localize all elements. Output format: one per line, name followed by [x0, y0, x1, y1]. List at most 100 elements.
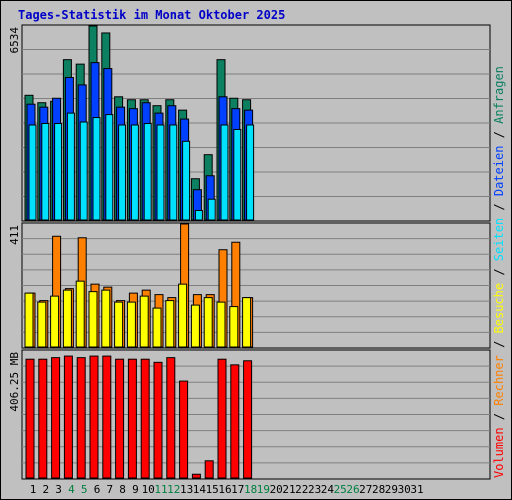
x-tick-label: 7	[106, 483, 113, 496]
bar-seiten-day-10	[143, 123, 152, 221]
bar-besuche-day-2	[37, 301, 47, 348]
bar-seiten-day-16	[220, 124, 229, 221]
bar-volumen-day-2	[38, 358, 48, 479]
legend-separator: /	[492, 333, 506, 355]
legend: Volumen / Rechner / Besuche / Seiten / D…	[492, 66, 506, 478]
x-tick-label: 5	[81, 483, 88, 496]
x-tick-label: 10	[142, 483, 155, 496]
x-tick-label: 23	[308, 483, 321, 496]
bar-besuche-day-1	[24, 292, 34, 348]
x-tick-label: 24	[321, 483, 335, 496]
bar-seiten-day-5	[79, 121, 88, 221]
bar-besuche-day-9	[126, 301, 136, 348]
bar-seiten-day-4	[66, 112, 75, 221]
x-tick-label: 14	[193, 483, 207, 496]
x-tick-label: 8	[119, 483, 126, 496]
chart-title: Tages-Statistik im Monat Oktober 2025	[18, 8, 286, 22]
bar-seiten-day-9	[130, 124, 139, 221]
bar-volumen-day-4	[63, 355, 73, 479]
bar-besuche-day-4	[62, 289, 72, 348]
bar-besuche-day-3	[50, 295, 60, 348]
bar-seiten-day-8	[118, 124, 127, 221]
bar-seiten-day-1	[28, 124, 37, 221]
x-axis-labels: 1 2 3 4 5 6 7 8 9 10 11 12 13 14 15 16 17 18 19 20 21 22 23 24 2…	[30, 483, 424, 496]
chart-panels: 6534 411 406.25 MB	[8, 24, 491, 480]
bar-volumen-day-7	[102, 355, 112, 479]
x-tick-label: 31	[410, 483, 423, 496]
y-axis-label: 411	[8, 225, 21, 245]
x-tick-label: 28	[372, 483, 385, 496]
x-tick-label: 21	[282, 483, 295, 496]
bar-volumen-day-3	[51, 357, 61, 479]
legend-separator: /	[492, 406, 506, 428]
x-tick-label: 16	[218, 483, 231, 496]
bar-volumen-day-18	[243, 360, 253, 479]
legend-rechner: Rechner	[492, 355, 506, 406]
bar-volumen-day-6	[89, 355, 99, 479]
x-tick-label: 11	[154, 483, 167, 496]
bar-seiten-day-3	[54, 123, 63, 221]
bar-volumen-day-17	[230, 364, 240, 479]
bar-seiten-day-12	[169, 124, 178, 221]
bar-seiten-day-11	[156, 124, 165, 221]
panel-2: 411	[8, 222, 491, 349]
legend-separator: /	[492, 196, 506, 218]
x-tick-label: 2	[42, 483, 49, 496]
x-tick-label: 27	[359, 483, 372, 496]
bar-seiten-day-7	[105, 114, 114, 221]
bar-besuche-day-6	[88, 291, 98, 348]
x-tick-label: 19	[257, 483, 270, 496]
x-tick-label: 9	[132, 483, 139, 496]
bar-seiten-day-2	[41, 123, 50, 221]
x-tick-label: 6	[94, 483, 101, 496]
y-axis-label: 406.25 MB	[8, 352, 21, 412]
bar-besuche-day-16	[216, 301, 226, 348]
x-tick-label: 4	[68, 483, 75, 496]
x-tick-label: 20	[270, 483, 283, 496]
bar-besuche-day-10	[139, 295, 149, 348]
bar-volumen-day-14	[191, 473, 201, 479]
bar-volumen-day-13	[179, 380, 189, 479]
bar-seiten-day-15	[207, 198, 216, 221]
panel-1: 6534	[8, 24, 491, 222]
bar-besuche-day-14	[190, 304, 200, 348]
bar-seiten-day-18	[246, 124, 255, 221]
legend-anfragen: Anfragen	[492, 66, 506, 124]
bar-volumen-day-12	[166, 357, 176, 479]
x-tick-label: 17	[231, 483, 244, 496]
bar-besuche-day-7	[101, 289, 111, 348]
bar-volumen-day-8	[115, 358, 125, 479]
x-tick-label: 26	[346, 483, 359, 496]
legend-dateien: Dateien	[492, 146, 506, 197]
x-tick-label: 29	[385, 483, 398, 496]
bar-volumen-day-16	[217, 358, 227, 479]
x-tick-label: 15	[206, 483, 219, 496]
bar-besuche-day-8	[114, 301, 124, 348]
x-tick-label: 22	[295, 483, 308, 496]
bar-besuche-day-5	[75, 280, 85, 348]
bar-seiten-day-14	[194, 209, 203, 221]
x-tick-label: 30	[398, 483, 411, 496]
bar-seiten-day-17	[233, 128, 242, 221]
bar-besuche-day-17	[229, 306, 239, 348]
x-tick-label: 1	[30, 483, 37, 496]
bar-besuche-day-18	[242, 297, 252, 348]
legend-besuche: Besuche	[492, 283, 506, 334]
legend-separator: /	[492, 261, 506, 283]
x-tick-label: 13	[180, 483, 193, 496]
bar-volumen-day-1	[25, 358, 35, 479]
bar-besuche-day-13	[178, 283, 188, 348]
x-tick-label: 18	[244, 483, 257, 496]
x-tick-label: 12	[167, 483, 180, 496]
bar-volumen-day-10	[140, 358, 150, 479]
bar-besuche-day-11	[152, 307, 162, 348]
bar-seiten-day-13	[182, 140, 191, 221]
y-axis-label: 6534	[8, 27, 21, 54]
bar-volumen-day-11	[153, 361, 163, 479]
panel-3: 406.25 MB	[8, 349, 491, 480]
legend-separator: /	[492, 124, 506, 146]
x-tick-label: 25	[334, 483, 347, 496]
bar-volumen-day-9	[127, 358, 137, 479]
bar-volumen-day-5	[76, 357, 86, 479]
